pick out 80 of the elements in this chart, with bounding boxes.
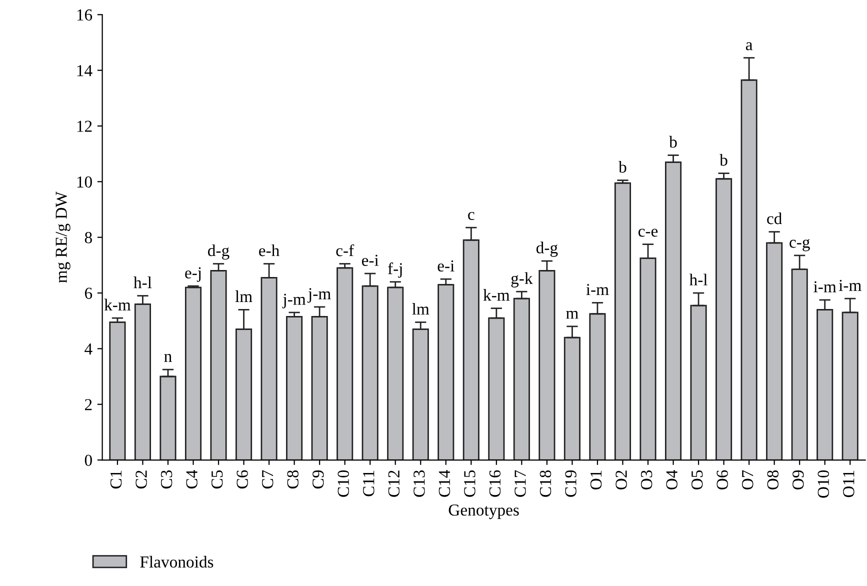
annotation: j-m <box>282 294 306 308</box>
x-tick-label: O11 <box>843 470 854 498</box>
y-tick-label: 14 <box>77 65 92 76</box>
y-tick-label: 12 <box>77 120 92 132</box>
x-tick-label: C4 <box>186 470 198 488</box>
annotation: c-g <box>790 239 810 252</box>
bar <box>109 322 126 460</box>
bar <box>614 182 632 460</box>
annotation: i-m <box>838 280 862 291</box>
annotation: k-m <box>483 289 510 301</box>
bar <box>387 286 404 460</box>
x-tick-label: C3 <box>160 470 172 488</box>
y-tick-label: 16 <box>77 9 92 21</box>
y-tick-label: 4 <box>84 343 92 354</box>
x-tick-label: C15 <box>464 470 476 497</box>
x-tick-label: C7 <box>262 470 274 488</box>
x-tick-label: C16 <box>489 470 501 497</box>
bar <box>716 178 732 460</box>
annotation: lm <box>412 302 430 315</box>
annotation: e-h <box>259 244 280 256</box>
annotation: i-m <box>586 284 609 296</box>
x-tick-label: C18 <box>540 470 552 497</box>
annotation: d-g <box>536 242 558 257</box>
annotation: e-i <box>362 254 379 266</box>
annotation: k-m <box>104 298 131 310</box>
x-tick-label: C12 <box>388 470 400 497</box>
annotation: cd <box>767 212 782 224</box>
annotation: e-i <box>438 260 454 272</box>
x-tick-label: O5 <box>692 470 703 490</box>
x-tick-label: C11 <box>363 470 374 496</box>
x-tick-label: C2 <box>136 470 147 488</box>
bar <box>286 316 303 460</box>
x-tick-label: O4 <box>666 470 678 490</box>
legend-label: Flavonoids <box>140 556 214 568</box>
x-tick-label: C17 <box>514 470 526 497</box>
annotation: e-j <box>185 267 201 282</box>
annotation: n <box>164 354 172 362</box>
annotation: d-g <box>208 244 230 260</box>
annotation: c <box>468 212 474 220</box>
x-axis-title: Genotypes <box>448 504 519 520</box>
x-tick-label: C9 <box>312 470 324 488</box>
annotation: h-l <box>689 274 708 286</box>
annotation: lm <box>235 290 252 302</box>
x-tick-label: C19 <box>565 470 576 497</box>
x-tick-label: C13 <box>414 470 425 497</box>
x-tick-label: C6 <box>236 470 248 488</box>
x-tick-label: C14 <box>438 470 450 497</box>
y-tick-label: 8 <box>84 232 92 244</box>
y-tick-label: 2 <box>84 399 92 410</box>
x-tick-label: O9 <box>792 470 804 490</box>
x-tick-label: O10 <box>818 470 830 498</box>
annotation: b <box>669 136 677 148</box>
annotation: b <box>618 160 626 173</box>
y-tick-label: 10 <box>77 176 92 188</box>
annotation: j-m <box>308 288 331 303</box>
x-tick-label: O7 <box>742 470 754 490</box>
y-tick-label: 0 <box>84 454 92 466</box>
annotation: g-k <box>511 272 533 288</box>
x-tick-label: C1 <box>110 470 122 488</box>
x-tick-label: O1 <box>590 470 602 490</box>
bar <box>336 267 354 460</box>
y-tick-label: 6 <box>84 288 92 299</box>
x-tick-label: O6 <box>716 470 728 490</box>
annotation: f-j <box>388 262 402 278</box>
x-tick-label: O8 <box>767 470 778 490</box>
x-tick-label: C5 <box>211 470 223 488</box>
x-tick-label: C10 <box>338 470 350 497</box>
y-axis-title: mg RE/g DW <box>56 192 70 283</box>
annotation: b <box>720 154 728 166</box>
x-tick-label: O2 <box>616 470 627 490</box>
annotation: a <box>746 42 753 50</box>
annotation: c-f <box>336 244 354 256</box>
annotation: i-m <box>814 281 836 292</box>
annotation: c-e <box>638 228 658 237</box>
bar <box>184 286 202 460</box>
x-tick-label: O3 <box>640 470 652 490</box>
x-tick-label: C8 <box>287 470 298 488</box>
annotation: m <box>566 310 578 319</box>
annotation: h-l <box>134 276 152 288</box>
bar <box>438 284 454 460</box>
